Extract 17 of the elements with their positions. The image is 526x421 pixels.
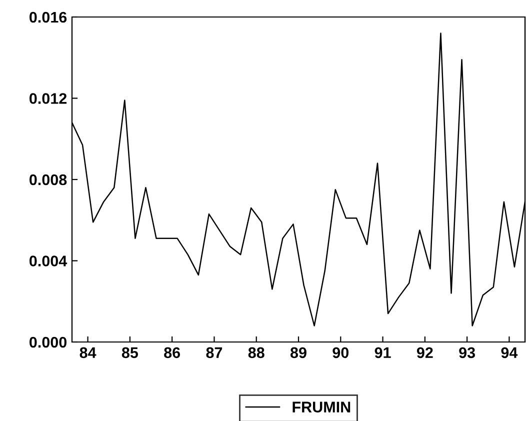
x-tick-label: 91: [374, 347, 391, 358]
y-tick-label: 0.008: [30, 174, 67, 186]
legend-label: FRUMIN: [292, 402, 350, 412]
x-tick-label: 84: [80, 347, 96, 358]
x-tick-label: 90: [332, 347, 349, 358]
x-tick-label: 92: [416, 347, 433, 358]
x-tick-label: 94: [501, 347, 518, 358]
y-tick-label: 0.004: [30, 256, 68, 266]
x-tick-label: 93: [459, 347, 476, 358]
x-tick-label: 87: [206, 347, 222, 358]
x-tick-label: 85: [122, 347, 138, 358]
x-tick-label: 86: [164, 347, 180, 358]
y-tick-label: 0.016: [30, 12, 67, 23]
x-tick-label: 88: [248, 347, 264, 358]
y-tick-label: 0.012: [30, 93, 67, 104]
x-tick-label: 89: [290, 347, 306, 358]
y-tick-label: 0.000: [30, 336, 67, 348]
